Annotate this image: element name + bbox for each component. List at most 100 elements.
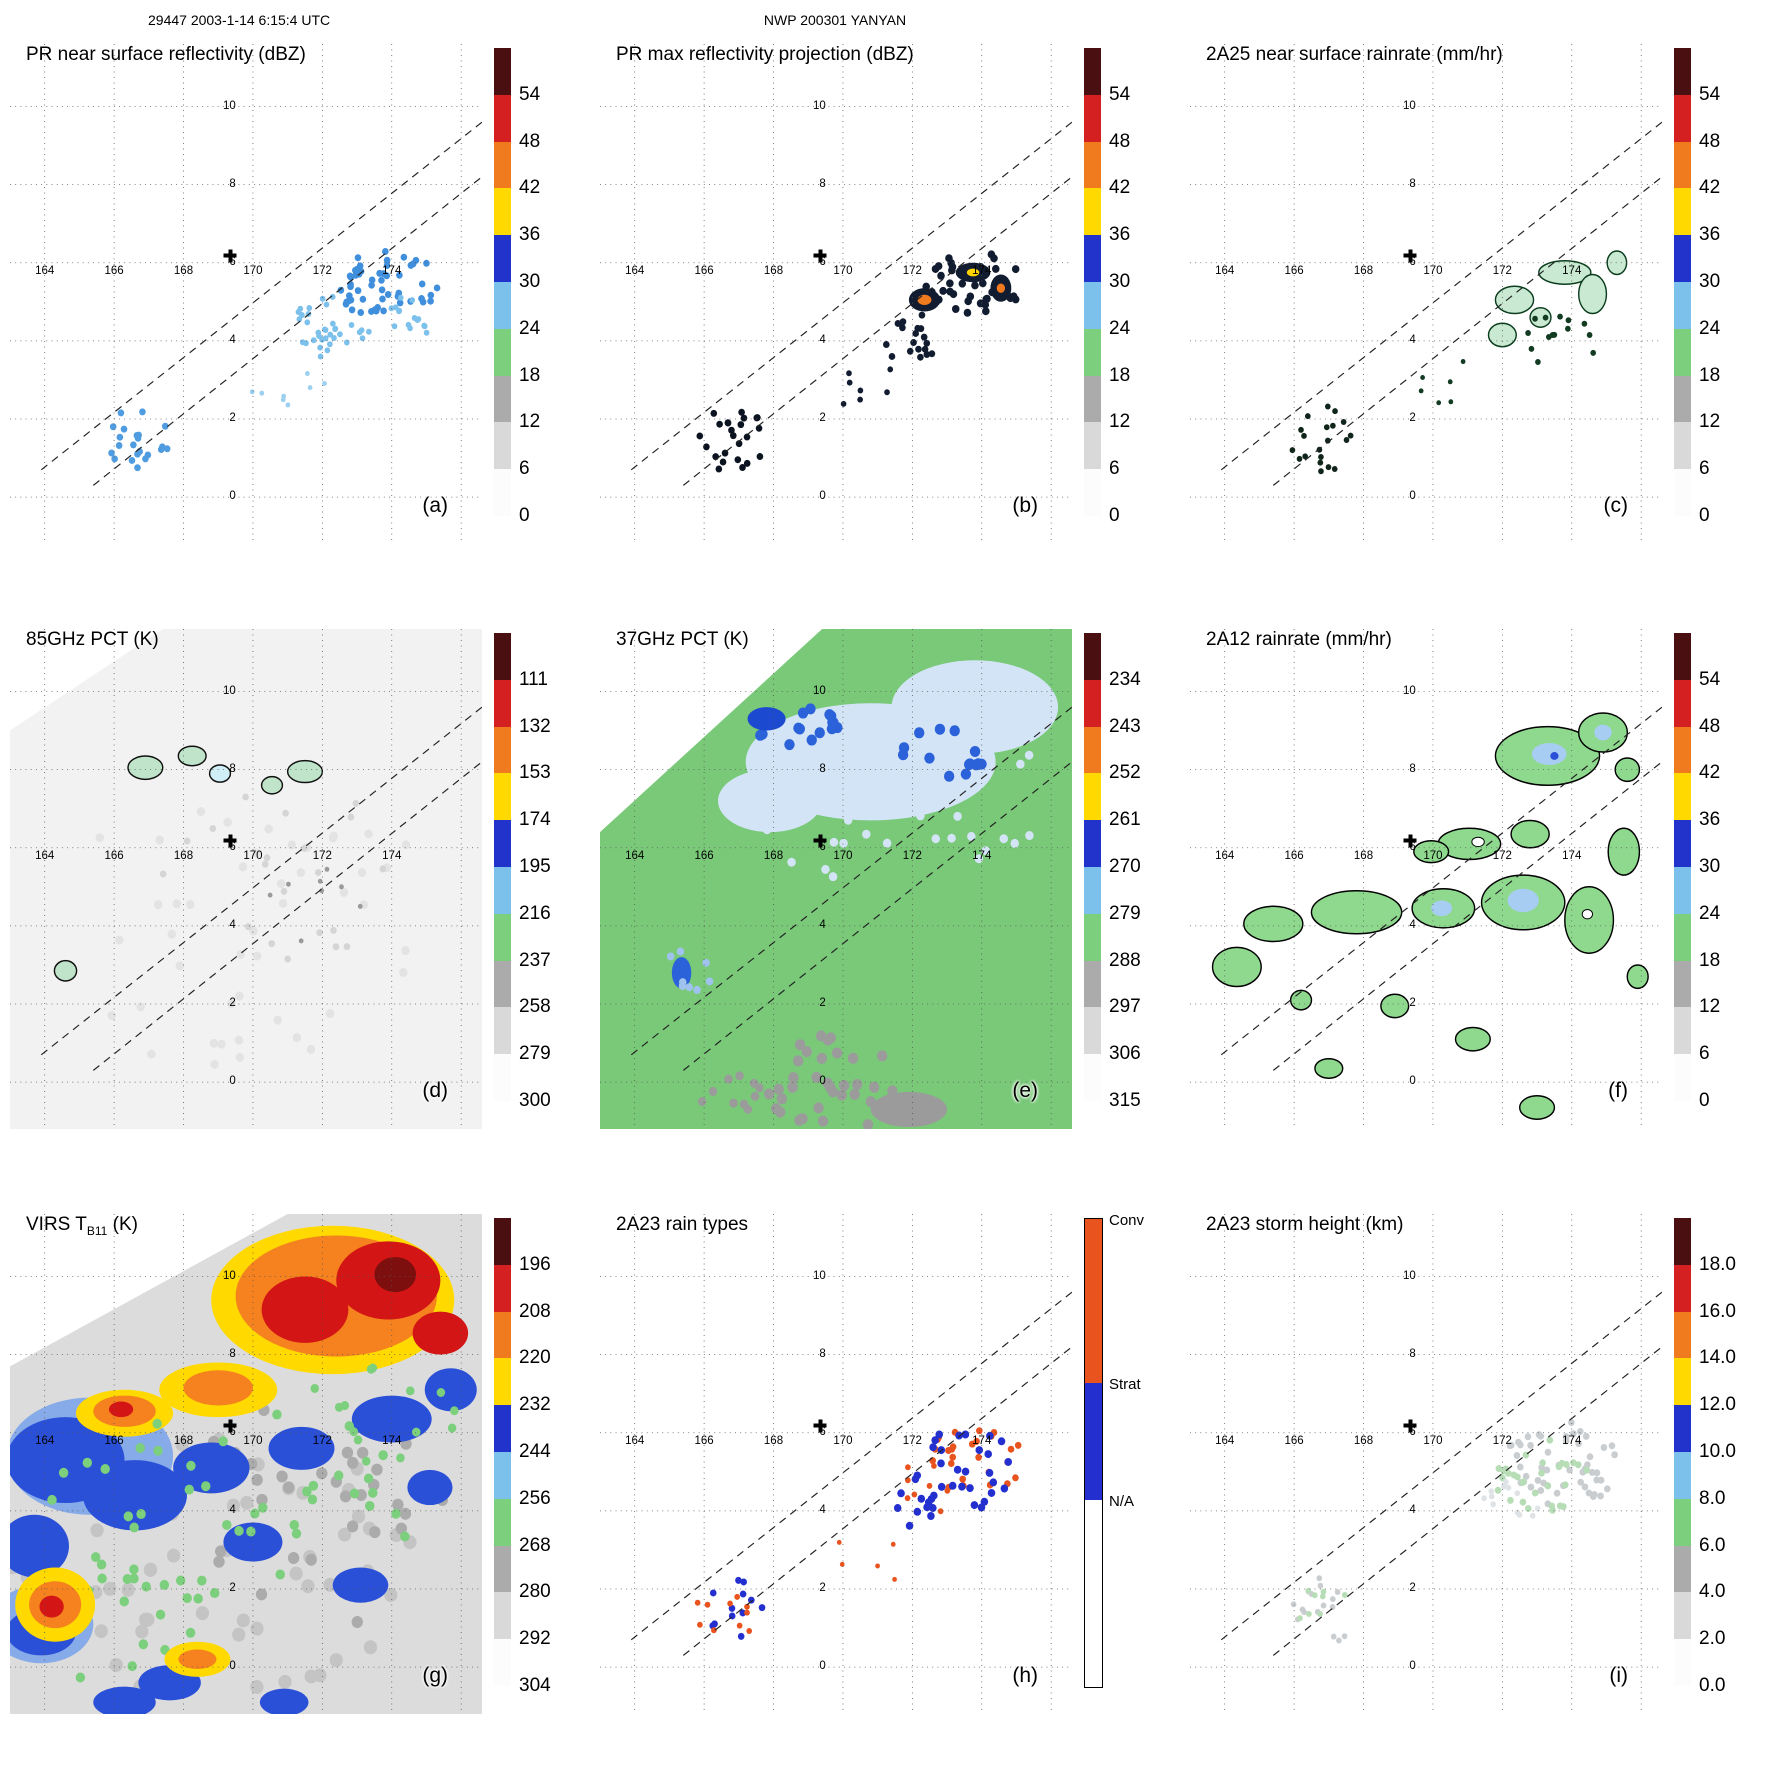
map-canvas: [600, 44, 1072, 544]
colorbar-segment: [1674, 1007, 1691, 1055]
lon-tick-label: 168: [173, 849, 194, 862]
map-plot: 2A23 rain types 164 166 168 170 172 174 10 8 6 4 2 0…: [600, 1214, 1072, 1714]
panel-letter: (b): [1012, 494, 1038, 517]
colorbar-tick-label: 42: [1109, 177, 1131, 199]
colorbar-segment: [494, 820, 511, 867]
lat-tick-label: 4: [1409, 1503, 1416, 1516]
colorbar: [494, 48, 511, 516]
storm-center-marker: [813, 249, 827, 263]
colorbar-tick-label: 24: [1699, 317, 1721, 339]
lat-tick-label: 0: [229, 489, 236, 502]
colorbar-tick-label: 36: [1109, 224, 1131, 246]
lat-tick-label: 2: [1409, 996, 1416, 1009]
colorbar-segment: [1674, 1358, 1691, 1406]
panel-title-text: 2A12 rainrate (mm/hr): [1206, 629, 1392, 650]
storm-center-marker: [223, 834, 237, 848]
lon-tick-label: 172: [902, 849, 922, 862]
colorbar-segment: [1084, 375, 1101, 423]
panel-title: 37GHz PCT (K): [616, 629, 749, 653]
colorbar-tick-label: 24: [519, 317, 541, 339]
colorbar-tick-label: 30: [1699, 271, 1721, 292]
lon-tick-label: 172: [312, 849, 332, 862]
panel-title-text: PR near surface reflectivity (dBZ): [26, 44, 306, 65]
lat-tick-label: 2: [819, 411, 826, 424]
lat-tick-label: 2: [229, 1581, 236, 1594]
colorbar-tick-label: 10.0: [1699, 1441, 1736, 1462]
panel-title-text: 37GHz PCT (K): [616, 629, 749, 650]
map-canvas: [600, 629, 1072, 1129]
colorbar-segment: [494, 328, 511, 376]
panel-letter: (h): [1012, 1664, 1038, 1687]
panel-title-text: PR max reflectivity projection (dBZ): [616, 44, 914, 65]
colorbar-segment: [1674, 1498, 1691, 1546]
panel-title: 85GHz PCT (K): [26, 629, 159, 653]
colorbar-tick-label: 243: [1109, 715, 1141, 737]
lon-tick-label: 172: [1492, 849, 1512, 862]
colorbar-tick-label: 48: [1699, 715, 1721, 737]
lat-tick-label: 10: [222, 99, 236, 112]
colorbar-segment: [494, 773, 511, 821]
lon-tick-label: 164: [35, 264, 55, 277]
lon-tick-label: 164: [625, 849, 645, 862]
colorbar-segment: [494, 1405, 511, 1452]
colorbar-tick-label: 195: [519, 856, 551, 877]
panel-letter: (i): [1609, 1664, 1628, 1687]
lat-tick-label: 6: [819, 840, 826, 853]
colorbar-segment: [1674, 773, 1691, 821]
colorbar-segment: [494, 1592, 511, 1640]
colorbar-tick-label: 232: [519, 1394, 551, 1416]
colorbar-tick-label: 304: [519, 1675, 551, 1696]
lon-tick-label: 168: [173, 264, 194, 277]
lon-tick-label: 168: [763, 264, 784, 277]
colorbar-tick-label: 54: [519, 83, 541, 105]
lat-tick-label: 0: [229, 1074, 236, 1087]
colorbar-tick-label: 12: [1699, 411, 1721, 433]
lon-tick-label: 174: [382, 1434, 402, 1447]
colorbar-segment: [494, 1054, 511, 1101]
colorbar-segment: [494, 1264, 511, 1312]
lon-tick-label: 170: [833, 849, 853, 862]
lat-tick-label: 4: [1409, 333, 1416, 346]
lat-tick-label: 8: [229, 177, 236, 190]
map-plot: 2A25 near surface rainrate (mm/hr) 164 166…: [1190, 44, 1662, 544]
colorbar-tick-label: 6: [1109, 458, 1120, 480]
colorbar-segment: [1674, 1405, 1691, 1452]
lon-tick-label: 166: [694, 264, 714, 277]
colorbar-segment: [1084, 188, 1101, 236]
lat-tick-label: 8: [819, 1347, 826, 1360]
colorbar-scale: 54 48 42 36 30 24 18 12 6 0: [1699, 633, 1769, 1111]
panel-title: 2A23 rain types: [616, 1214, 748, 1238]
lon-tick-label: 164: [1215, 849, 1235, 862]
lat-tick-label: 10: [812, 684, 826, 697]
panel-title: PR near surface reflectivity (dBZ): [26, 44, 306, 68]
panel-title-text: VIRS T: [26, 1214, 87, 1235]
lat-tick-label: 8: [819, 762, 826, 775]
panel-b: PR max reflectivity projection (dBZ) 164 1…: [590, 18, 1180, 603]
colorbar-tick-label: 6: [519, 458, 530, 480]
colorbar-segment: [494, 235, 511, 282]
panel-title-subscript: B11: [86, 1223, 108, 1238]
storm-center-marker: [223, 249, 237, 263]
colorbar-segment: [1084, 679, 1101, 727]
panel-title-text: 85GHz PCT (K): [26, 629, 159, 650]
colorbar-tick-label: 0: [519, 505, 530, 526]
lat-tick-label: 0: [1409, 1659, 1416, 1672]
lat-tick-label: 8: [819, 177, 826, 190]
panel-title: 2A23 storm height (km): [1206, 1214, 1403, 1238]
colorbar-segment: [494, 913, 511, 961]
panel-letter: (e): [1012, 1079, 1038, 1102]
colorbar-segment: [1084, 726, 1101, 774]
colorbar: [1674, 633, 1691, 1101]
scan-timestamp: 29447 2003-1-14 6:15:4 UTC: [148, 12, 331, 28]
map-plot: PR max reflectivity projection (dBZ) 164 1…: [600, 44, 1072, 544]
lat-tick-label: 10: [222, 1269, 236, 1282]
colorbar-tick-label: 42: [519, 177, 541, 199]
colorbar-segment: [1084, 469, 1101, 516]
colorbar-tick-label: 36: [519, 224, 541, 246]
panel-title: VIRS TB11 (K): [26, 1214, 138, 1238]
colorbar-segment: [1674, 913, 1691, 961]
colorbar-tick-label: 30: [1699, 856, 1721, 877]
colorbar-segment: [494, 375, 511, 423]
panel-i: 2A23 storm height (km) 164 166 168 170 172 174…: [1180, 1188, 1770, 1773]
lat-tick-label: 4: [229, 1503, 236, 1516]
